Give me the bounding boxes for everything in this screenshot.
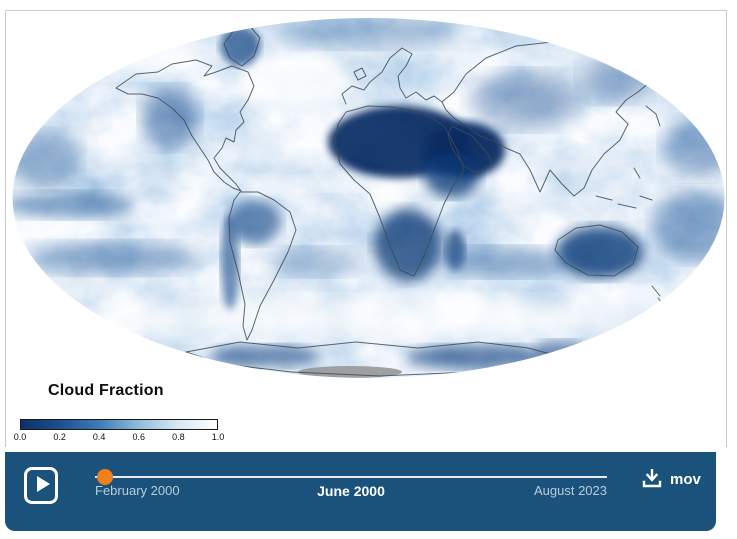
legend-tick: 0.0 xyxy=(13,432,27,442)
download-label: mov xyxy=(670,470,701,488)
timeline-current-label: June 2000 xyxy=(317,483,385,499)
cloud-map xyxy=(12,18,725,378)
legend-tick: 1.0 xyxy=(211,432,225,442)
no-data-region xyxy=(298,366,402,378)
timeline-start-label: February 2000 xyxy=(95,483,180,498)
legend-tick: 0.2 xyxy=(53,432,66,442)
download-mov-button[interactable]: mov xyxy=(642,469,701,489)
legend-tick: 0.4 xyxy=(92,432,106,442)
legend-tick: 0.8 xyxy=(172,432,185,442)
play-button[interactable] xyxy=(24,467,58,504)
legend-title: Cloud Fraction xyxy=(48,382,164,399)
timeline-slider-handle[interactable] xyxy=(97,469,113,485)
player-bar: February 2000 June 2000 August 2023 mov xyxy=(5,452,716,531)
timeline-end-label: August 2023 xyxy=(533,483,607,498)
legend-tick: 0.6 xyxy=(132,432,146,442)
legend-tick-labels: 0.0 0.2 0.4 0.6 0.8 1.0 xyxy=(14,432,225,444)
timeline-slider-track[interactable] xyxy=(95,476,607,478)
download-icon xyxy=(642,469,662,488)
play-icon xyxy=(37,476,50,492)
legend-colorbar xyxy=(20,419,218,430)
